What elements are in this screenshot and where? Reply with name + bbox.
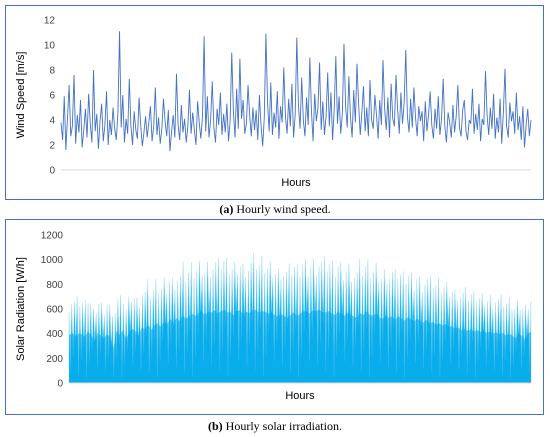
solar-radiation-chart: 0 200 400 600 800 1000 1200 Solar Radiation [W/… <box>15 231 532 402</box>
caption-wind-speed: (a) Hourly wind speed. <box>0 202 550 217</box>
caption-solar-irradiation: (b) Hourly solar irradiation. <box>0 419 550 434</box>
caption-b-label: (b) <box>208 419 223 433</box>
y-tick-label: 12 <box>44 16 56 27</box>
y-tick-label: 600 <box>46 305 63 316</box>
caption-a-label: (a) <box>219 202 234 216</box>
wind-speed-chart: 0 2 4 6 8 10 12 Wind Speed [m/s] Hours <box>15 16 532 189</box>
y-axis-title: Wind Speed [m/s] <box>15 52 27 139</box>
caption-a-text: Hourly wind speed. <box>233 202 331 216</box>
y-tick-label: 0 <box>49 166 55 177</box>
x-axis-title: Hours <box>281 177 311 189</box>
solar-radiation-base-band <box>69 309 531 383</box>
y-tick-label: 4 <box>49 116 55 127</box>
y-tick-label: 6 <box>49 91 55 102</box>
y-tick-label: 1200 <box>41 231 64 242</box>
y-tick-label: 1000 <box>41 255 64 266</box>
y-tick-label: 400 <box>46 329 63 340</box>
y-tick-label: 800 <box>46 280 63 291</box>
y-tick-label: 200 <box>46 354 63 365</box>
solar-radiation-chart-panel: 0 200 400 600 800 1000 1200 Solar Radiation [W/… <box>5 219 544 415</box>
y-tick-label: 10 <box>44 41 56 52</box>
y-tick-label: 2 <box>49 141 55 152</box>
y-axis-title: Solar Radiation [W/h] <box>15 257 27 361</box>
x-axis-title: Hours <box>285 390 315 402</box>
y-tick-label: 8 <box>49 66 55 77</box>
wind-speed-line <box>60 31 532 152</box>
caption-b-text: Hourly solar irradiation. <box>222 419 342 433</box>
wind-speed-chart-panel: 0 2 4 6 8 10 12 Wind Speed [m/s] Hours <box>5 5 544 200</box>
y-tick-label: 0 <box>57 379 63 390</box>
